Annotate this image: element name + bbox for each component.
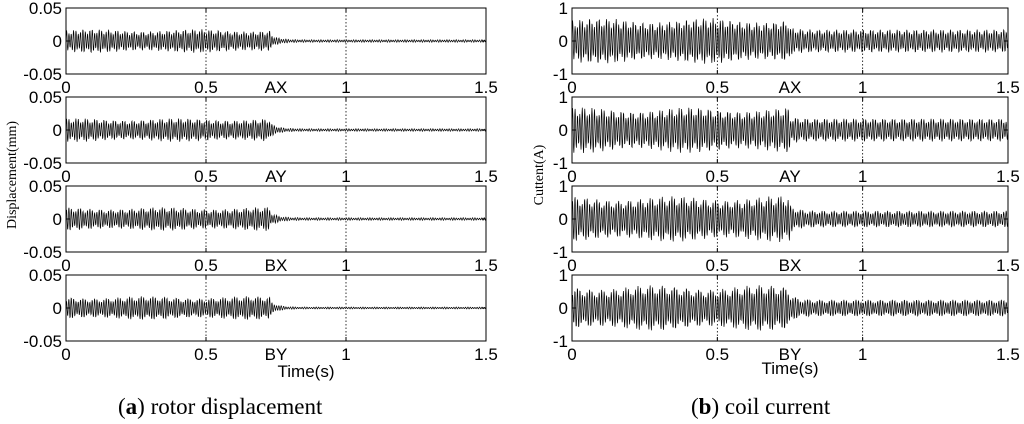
x-tick-label: 0 [61,78,70,97]
x-tick-label: 0.5 [706,167,730,186]
y-tick-label: -0.05 [23,154,62,173]
y-tick-label: 1 [559,0,568,18]
x-tick-label: 0 [61,345,70,364]
x-tick-label: 0 [567,345,576,364]
y-tick-label: -0.05 [23,332,62,351]
x-tick-label: 1.5 [996,345,1020,364]
y-tick-label: 0.05 [29,88,62,107]
y-tick-label: -1 [553,65,568,84]
series-label-AX: AX [265,78,288,97]
series-line-AY [65,118,487,142]
x-tick-label: 1 [858,78,867,97]
caption-b-text: coil current [719,394,831,419]
y-tick-label: 0 [53,32,62,51]
x-tick-label: 0 [61,256,70,275]
x-tick-label: 0.5 [706,78,730,97]
y-tick-label: 1 [559,266,568,285]
caption-a-letter: a [125,394,138,419]
x-tick-label: 1.5 [474,78,498,97]
x-tick-label: 1.5 [996,78,1020,97]
y-tick-label: 0 [559,210,568,229]
x-axis-label: Time(s) [762,359,819,378]
caption-a: (a) rotor displacement [118,394,323,419]
series-line-BX [65,207,487,231]
x-tick-label: 1 [858,345,867,364]
x-tick-label: 0 [567,256,576,275]
series-label-AX: AX [779,78,802,97]
y-tick-label: 0 [53,121,62,140]
y-tick-label: 1 [559,177,568,196]
y-tick-label: 0 [559,32,568,51]
x-tick-label: 0.5 [194,345,218,364]
y-axis-label: Cuttent(A) [532,144,547,205]
series-line-BX [571,196,1009,243]
y-tick-label: -1 [553,243,568,262]
x-tick-label: 0.5 [194,256,218,275]
x-tick-label: 0.5 [194,167,218,186]
series-label-AY: AY [779,167,800,186]
series-line-BY [65,296,487,320]
caption-b: (b) coil current [691,394,831,419]
x-tick-label: 1.5 [996,167,1020,186]
y-tick-label: -1 [553,154,568,173]
x-tick-label: 1 [341,78,350,97]
x-tick-label: 1 [858,256,867,275]
x-tick-label: 0 [61,167,70,186]
caption-a-text: rotor displacement [144,394,323,419]
series-label-BY: BY [779,345,802,364]
series-line-AX [571,18,1009,64]
y-tick-label: 0 [559,121,568,140]
y-tick-label: -0.05 [23,65,62,84]
caption-b-letter: b [698,394,712,419]
x-axis-label: Time(s) [278,362,335,381]
y-tick-label: 0.05 [29,266,62,285]
series-label-AY: AY [265,167,286,186]
x-tick-label: 0 [567,78,576,97]
x-tick-label: 0.5 [706,256,730,275]
series-label-BX: BX [779,256,802,275]
y-tick-label: 1 [559,88,568,107]
y-tick-label: 0.05 [29,0,62,18]
series-line-AY [571,107,1009,154]
x-tick-label: 0.5 [194,78,218,97]
y-axis-label: Displacement(mm) [5,121,20,229]
x-tick-label: 1.5 [996,256,1020,275]
x-tick-label: 1.5 [474,345,498,364]
x-tick-label: 0 [567,167,576,186]
x-tick-label: 1.5 [474,256,498,275]
y-tick-label: -0.05 [23,243,62,262]
x-tick-label: 1 [858,167,867,186]
series-line-AX [65,29,487,54]
x-tick-label: 1 [341,167,350,186]
y-tick-label: -1 [553,332,568,351]
x-tick-label: 1 [341,256,350,275]
x-tick-label: 1.5 [474,167,498,186]
y-tick-label: 0 [53,210,62,229]
y-tick-label: 0 [559,299,568,318]
y-tick-label: 0.05 [29,177,62,196]
x-tick-label: 1 [341,345,350,364]
y-tick-label: 0 [53,299,62,318]
series-line-BY [571,285,1009,331]
series-label-BX: BX [265,256,288,275]
x-tick-label: 0.5 [706,345,730,364]
series-label-BY: BY [265,345,288,364]
